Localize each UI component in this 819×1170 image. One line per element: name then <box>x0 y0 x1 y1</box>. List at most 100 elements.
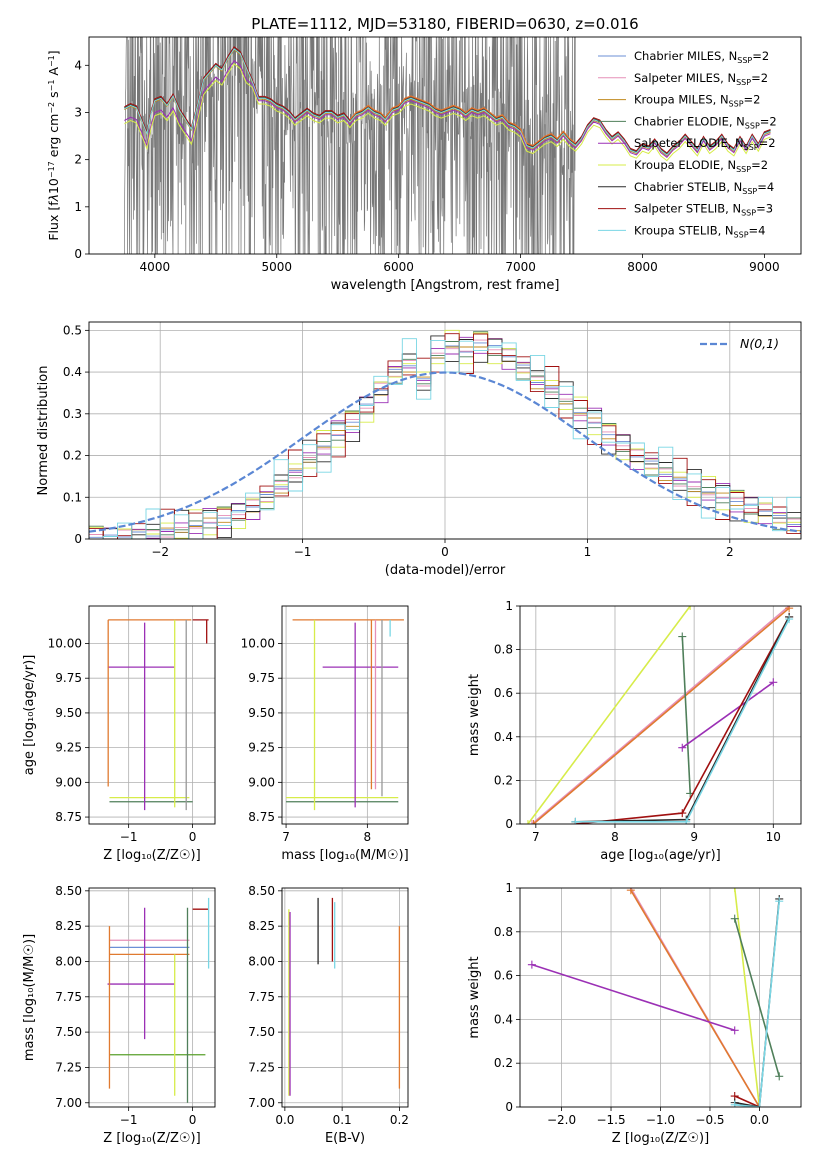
y-axis-label: mass weight <box>467 674 482 756</box>
weight-marker <box>785 615 794 624</box>
weight-marker <box>730 914 739 923</box>
x-axis-label: Z [log₁₀(Z/Z☉)] <box>103 848 200 863</box>
legend-subscript: SSP <box>744 143 759 152</box>
y-tick-label: 0 <box>505 1100 513 1114</box>
legend-subscript: SSP <box>741 209 756 218</box>
legend-subscript: SSP <box>734 230 749 239</box>
x-tick-label: 10 <box>766 830 781 844</box>
panel-residuals: −2 −1 0 1 2 0 0.1 0.2 0.3 0.4 0.5 (data-model)/erro… <box>36 321 802 578</box>
weight-line <box>734 1095 760 1107</box>
x-tick-label: 0 <box>441 545 449 559</box>
y-tick-label: 10.00 <box>48 636 82 650</box>
weight-marker <box>523 820 532 824</box>
legend: N(0,1) <box>700 336 779 351</box>
panel-mass_vs_Z: −1 0 7.00 7.25 7.50 7.75 8.00 8.25 8.50 Z [log₁₀(… <box>22 884 216 1146</box>
legend-label: N(0,1) <box>740 336 779 351</box>
y-tick-label: 2 <box>74 153 82 167</box>
x-tick-label: 0.0 <box>750 1113 769 1127</box>
axes-frame <box>88 887 216 1108</box>
y-tick-label: 0.5 <box>63 323 82 337</box>
y-tick-label: 0.3 <box>63 407 82 421</box>
axes-frame <box>519 887 802 1108</box>
x-axis-label: mass [log₁₀(M/M☉)] <box>281 848 408 863</box>
x-tick-label: −1 <box>294 545 312 559</box>
panel-weight_vs_Z: −2.0 −1.5 −1.0 −0.5 0.0 0 0.2 0.4 0.6 0.8 1 Z [log₁… <box>467 881 802 1146</box>
plot-area <box>527 888 784 1107</box>
y-tick-label: 9.25 <box>55 741 82 755</box>
y-tick-label: 3 <box>74 105 82 119</box>
legend-count: =4 <box>757 180 774 194</box>
weight-marker <box>686 606 695 610</box>
model-line <box>124 48 771 156</box>
x-tick-label: 8 <box>364 830 372 844</box>
histogram-series <box>89 329 801 539</box>
x-axis-label: Z [log₁₀(Z/Z☉)] <box>103 1131 200 1146</box>
plot-area <box>523 606 794 824</box>
x-tick-label: −2.0 <box>547 1113 576 1127</box>
weight-line <box>681 681 774 749</box>
x-tick-label: 0.1 <box>333 1113 352 1127</box>
legend-count: =2 <box>751 71 768 85</box>
axes-frame <box>519 605 802 825</box>
model-line <box>349 95 576 147</box>
legend-count: =3 <box>756 202 773 216</box>
x-tick-label: 4000 <box>140 260 171 274</box>
plot-area <box>107 897 210 1103</box>
x-axis-label: age [log₁₀(age/yr)] <box>600 848 721 863</box>
legend-label: Kroupa MILES, NSSP=2 <box>634 93 760 109</box>
y-tick-label: 0.4 <box>63 365 82 379</box>
y-axis-label: mass weight <box>467 956 482 1038</box>
weight-line <box>733 918 780 1077</box>
y-tick-label: 9.00 <box>55 775 82 789</box>
figure-title: PLATE=1112, MJD=53180, FIBERID=0630, z=0… <box>251 15 638 33</box>
legend-label: Salpeter MILES, NSSP=2 <box>634 71 768 87</box>
y-tick-label: 9.75 <box>248 671 275 685</box>
weight-marker <box>529 820 538 824</box>
y-tick-label: 7.50 <box>55 1025 82 1039</box>
x-tick-label: 7 <box>532 830 540 844</box>
plot-area <box>89 329 801 539</box>
weight-marker <box>682 817 691 824</box>
panel-age_vs_Z: −1 0 8.75 9.00 9.25 9.50 9.75 10.00 Z [log₁₀(Z/Z… <box>22 605 216 863</box>
x-axis-label: (data-model)/error <box>385 563 506 578</box>
axes-frame <box>88 36 802 255</box>
weight-marker <box>769 678 778 687</box>
weight-line <box>532 607 790 824</box>
y-tick-label: 7.75 <box>248 990 275 1004</box>
y-tick-label: 1 <box>505 881 513 895</box>
weight-marker <box>785 606 794 613</box>
y-tick-label: 8.75 <box>248 810 275 824</box>
x-tick-label: −1.5 <box>596 1113 625 1127</box>
x-axis-label: Z [log₁₀(Z/Z☉)] <box>612 1131 709 1146</box>
x-tick-label: 7 <box>282 830 290 844</box>
weight-line <box>733 888 761 1107</box>
y-tick-label: 9.50 <box>55 706 82 720</box>
legend-subscript: SSP <box>736 165 751 174</box>
legend-label: Kroupa ELODIE, NSSP=2 <box>634 158 768 174</box>
y-tick-label: 8.25 <box>55 919 82 933</box>
panel-mass_vs_ebv: 0.0 0.1 0.2 7.00 7.25 7.50 7.75 8.00 8.25 8.50 E(B… <box>248 884 409 1146</box>
y-axis-label: Flux [fλ10−17 erg cm−2 s−1 A−1] <box>46 50 61 240</box>
axes-frame <box>88 605 216 825</box>
weight-line <box>630 889 761 1107</box>
y-axis-label: Normed distribution <box>36 366 51 496</box>
y-tick-label: 7.25 <box>248 1060 275 1074</box>
weight-marker <box>626 888 635 895</box>
y-tick-label: 8.00 <box>55 954 82 968</box>
y-axis-label: mass [log₁₀(M/M☉)] <box>22 934 37 1061</box>
weight-marker <box>527 960 536 969</box>
plot-area <box>286 619 404 811</box>
legend-label: Chabrier STELIB, NSSP=4 <box>634 180 774 196</box>
y-tick-label: 1 <box>74 200 82 214</box>
x-tick-label: 2 <box>726 545 734 559</box>
x-tick-label: −0.5 <box>695 1113 724 1127</box>
legend-subscript: SSP <box>742 187 757 196</box>
x-tick-label: −2 <box>151 545 169 559</box>
weight-marker <box>775 1072 784 1081</box>
x-tick-label: 0 <box>189 1113 197 1127</box>
legend-count: =2 <box>751 158 768 172</box>
y-tick-label: 7.00 <box>248 1096 275 1110</box>
y-tick-label: 0 <box>74 247 82 261</box>
weight-marker <box>527 820 536 824</box>
